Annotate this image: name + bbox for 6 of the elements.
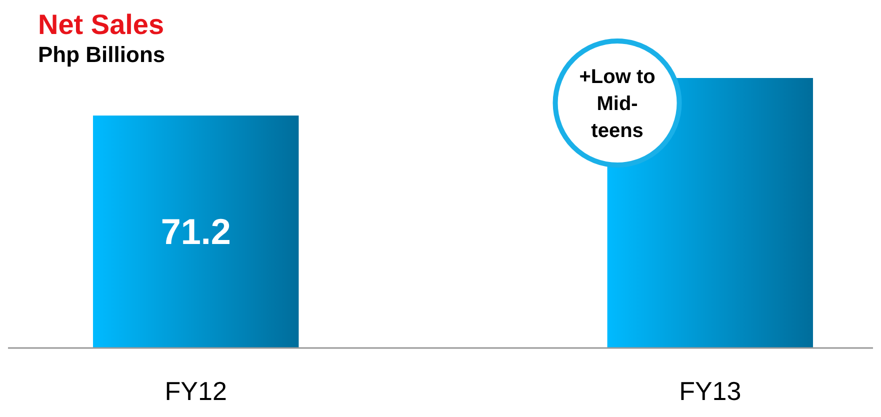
chart-subtitle: Php Billions [38,42,166,67]
x-tick-label: FY12 [164,376,227,406]
chart-title: Net Sales [38,9,164,40]
data-label: 71.2 [160,210,231,252]
x-tick-label: FY13 [679,376,742,406]
annotation: +Low to Mid-teens [579,66,656,142]
